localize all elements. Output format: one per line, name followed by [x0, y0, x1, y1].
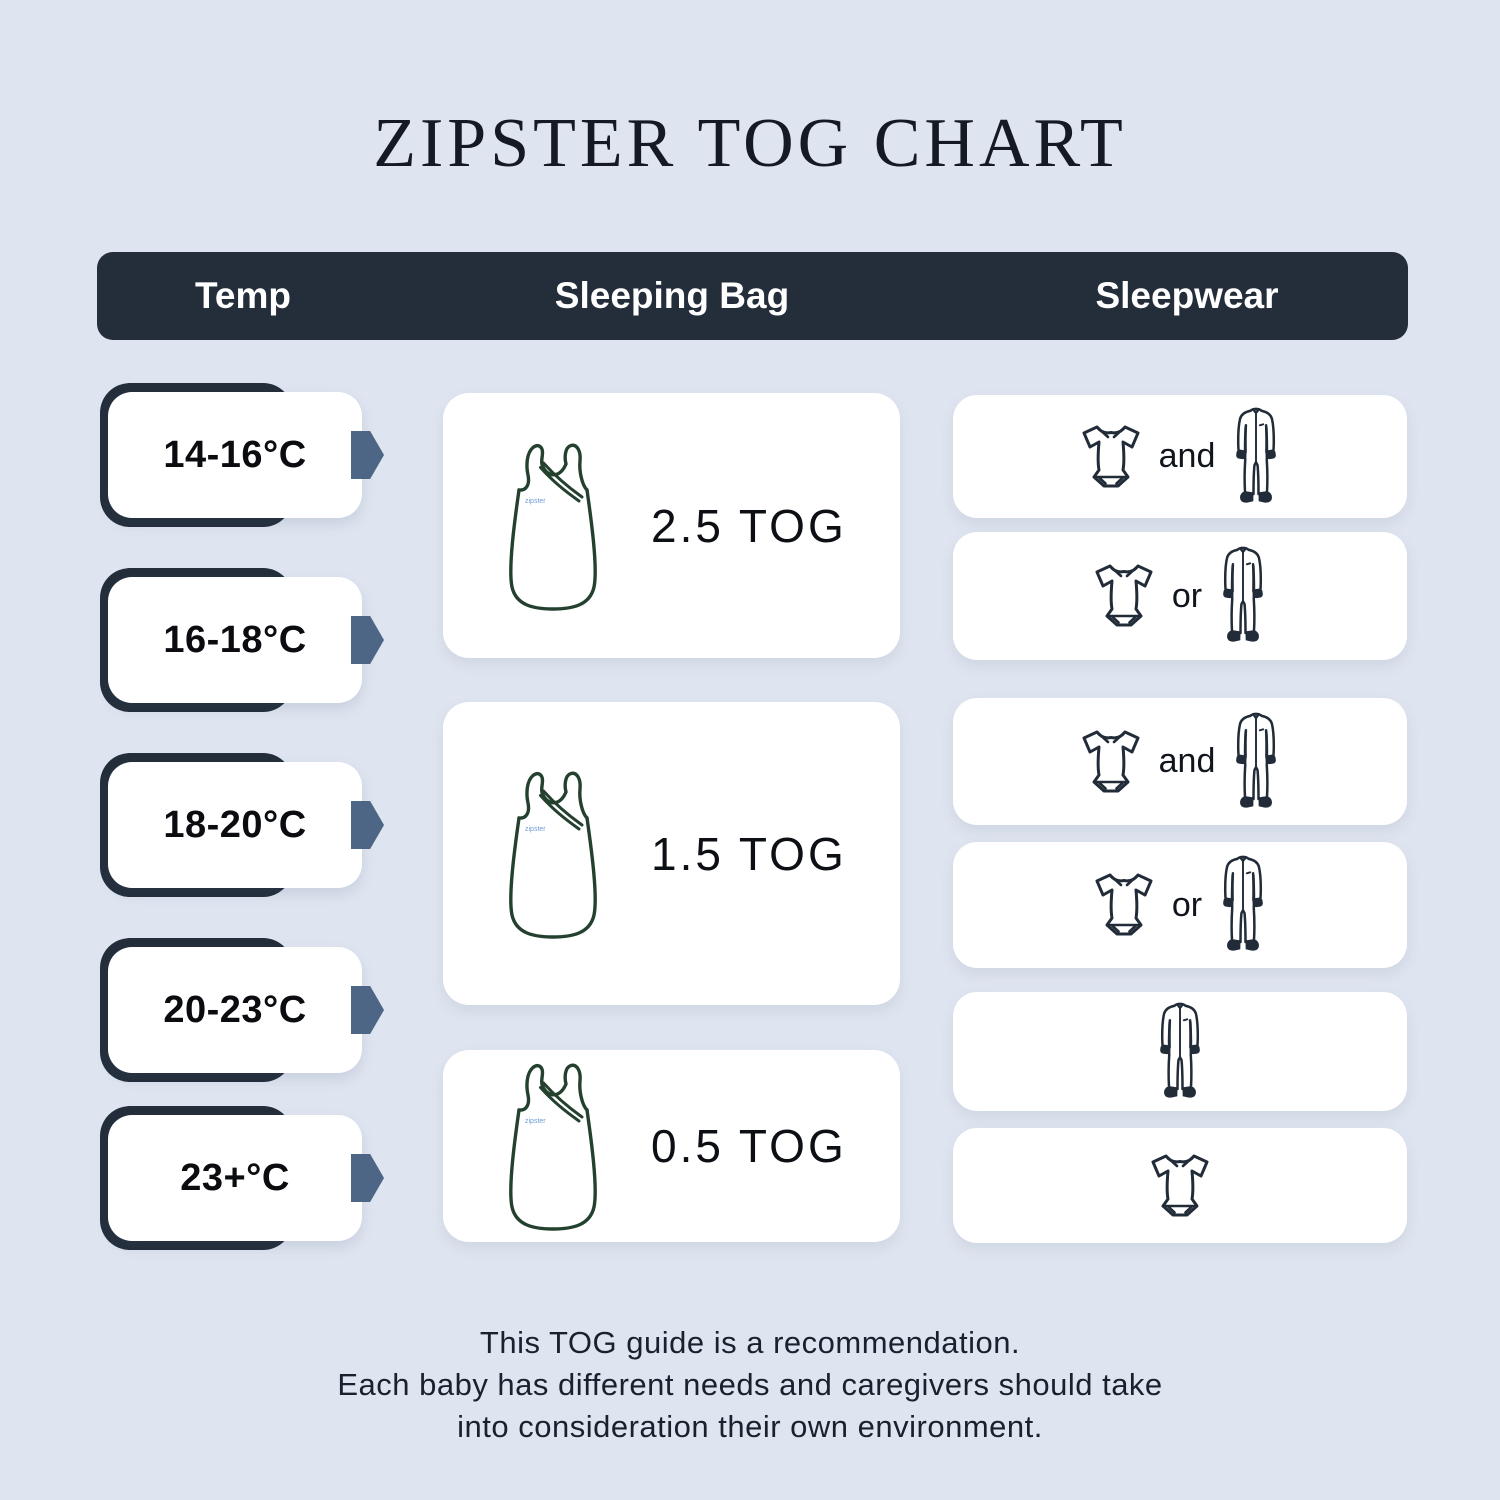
- sleepwear-card: or: [953, 842, 1407, 968]
- sleepwear-card: and: [953, 395, 1407, 518]
- sleepwear-card: and: [953, 698, 1407, 825]
- temp-label: 23+°C: [180, 1156, 290, 1199]
- bodysuit-icon: [1092, 562, 1156, 630]
- footer-line: Each baby has different needs and caregi…: [337, 1367, 1163, 1402]
- conjunction-label: or: [1171, 576, 1203, 615]
- temp-badge: 16-18°C: [100, 568, 400, 712]
- column-header-temp: Temp: [195, 275, 291, 316]
- conjunction-label: and: [1158, 437, 1216, 475]
- sleeping-bag-icon: [505, 768, 601, 940]
- bodysuit-icon: [1092, 871, 1156, 939]
- sleepwear-card: [953, 992, 1407, 1111]
- footer-note: This TOG guide is a recommendation. Each…: [0, 1322, 1500, 1448]
- arrow-right-icon: [351, 801, 384, 849]
- sleepsuit-icon: [1218, 545, 1268, 647]
- sleepsuit-icon: [1231, 711, 1281, 813]
- temp-label: 14-16°C: [163, 433, 307, 476]
- sleeping-bag-card: 2.5 TOG: [443, 393, 900, 658]
- sleeping-bag-icon: [505, 440, 601, 612]
- page-title: ZIPSTER TOG CHART: [373, 105, 1127, 182]
- tog-label: 1.5 TOG: [651, 827, 847, 880]
- tog-label: 2.5 TOG: [651, 499, 847, 552]
- bodysuit-icon: [1079, 728, 1143, 796]
- arrow-right-icon: [351, 616, 384, 664]
- sleeping-bag-icon: [505, 1058, 601, 1234]
- footer-line: into consideration their own environment…: [457, 1409, 1043, 1444]
- table-header: Temp Sleeping Bag Sleepwear: [97, 252, 1408, 340]
- sleepwear-card: [953, 1128, 1407, 1243]
- column-header-sleepwear: Sleepwear: [1095, 275, 1279, 316]
- temp-badge: 14-16°C: [100, 383, 400, 527]
- sleeping-bag-card: 0.5 TOG: [443, 1050, 900, 1242]
- conjunction-label: or: [1171, 885, 1203, 924]
- sleepwear-card: or: [953, 532, 1407, 660]
- bodysuit-icon: [1148, 1150, 1212, 1222]
- temp-badge: 18-20°C: [100, 753, 400, 897]
- column-header-sleeping-bag: Sleeping Bag: [554, 275, 790, 316]
- arrow-right-icon: [351, 1154, 384, 1202]
- sleepsuit-icon: [1155, 998, 1205, 1106]
- sleepsuit-icon: [1231, 406, 1281, 508]
- footer-line: This TOG guide is a recommendation.: [479, 1325, 1021, 1360]
- temp-label: 20-23°C: [163, 988, 307, 1031]
- tog-label: 0.5 TOG: [651, 1120, 847, 1172]
- sleeping-bag-card: 1.5 TOG: [443, 702, 900, 1005]
- conjunction-label: and: [1158, 742, 1216, 780]
- arrow-right-icon: [351, 986, 384, 1034]
- temp-badge: 23+°C: [100, 1106, 400, 1250]
- temp-label: 16-18°C: [163, 618, 307, 661]
- sleepsuit-icon: [1218, 854, 1268, 956]
- temp-label: 18-20°C: [163, 803, 307, 846]
- bodysuit-icon: [1079, 423, 1143, 491]
- arrow-right-icon: [351, 431, 384, 479]
- temp-badge: 20-23°C: [100, 938, 400, 1082]
